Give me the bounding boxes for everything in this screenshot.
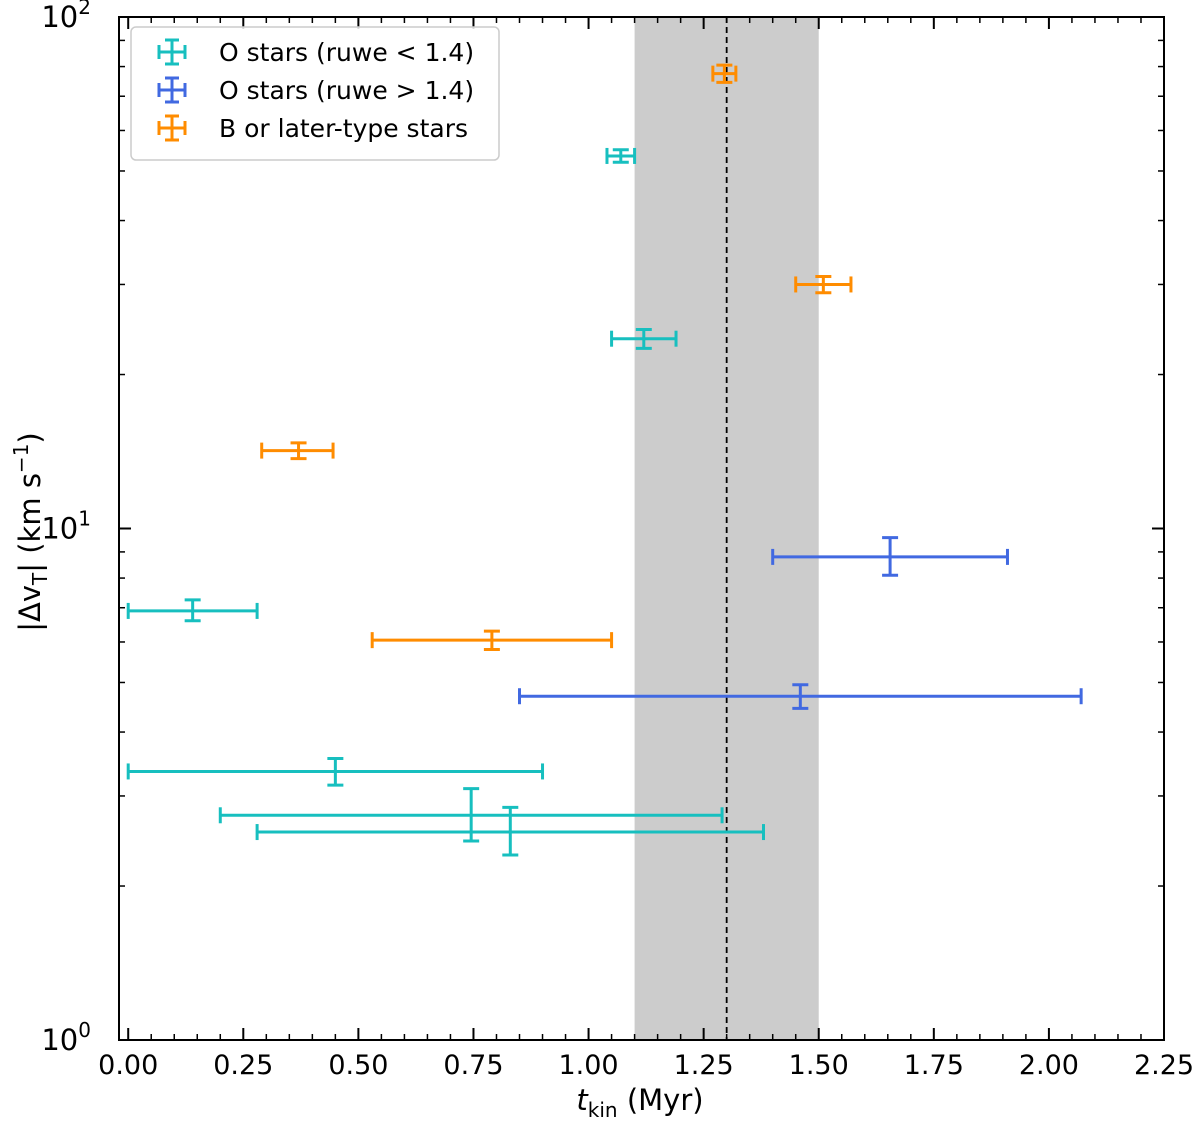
- x-tick-label: 1.75: [904, 1050, 964, 1081]
- data-series-layer: [126, 63, 1083, 857]
- axis-labels: tkin (Myr) |ΔvT| (km s−1): [9, 432, 704, 1122]
- data-point: [711, 63, 738, 84]
- legend-entry: O stars (ruwe > 1.4): [157, 76, 474, 105]
- data-point: [370, 629, 614, 652]
- legend-label: O stars (ruwe > 1.4): [219, 76, 474, 105]
- axis-tick-labels: 0.00 0.25 0.50 0.75 1.00 1.25 1.50 1.75 2.00 2.25…: [41, 0, 1194, 1081]
- data-point: [126, 598, 259, 623]
- series-1: [518, 536, 1083, 710]
- x-tick-label: 0.25: [213, 1050, 273, 1081]
- x-tick-label: 2.25: [1134, 1050, 1194, 1081]
- series-2: [260, 63, 853, 652]
- x-tick-label: 0.50: [328, 1050, 388, 1081]
- x-tick-label: 2.00: [1019, 1050, 1079, 1081]
- data-point: [794, 274, 853, 295]
- y-tick-label: 102: [41, 0, 91, 34]
- series-0: [126, 147, 765, 857]
- data-point: [518, 683, 1083, 710]
- legend-label: O stars (ruwe < 1.4): [219, 38, 474, 67]
- x-tick-label: 1.25: [674, 1050, 734, 1081]
- x-tick-label: 0.75: [443, 1050, 503, 1081]
- data-point: [605, 147, 637, 164]
- axis-ticks: [119, 16, 1165, 1041]
- data-point: [218, 787, 724, 843]
- y-axis-label: |ΔvT| (km s−1): [9, 432, 52, 632]
- x-tick-label: 1.00: [558, 1050, 618, 1081]
- data-point: [255, 805, 765, 857]
- data-point: [610, 327, 678, 350]
- data-point: [260, 441, 335, 461]
- x-axis-label: tkin (Myr): [576, 1083, 703, 1122]
- data-point: [126, 757, 545, 787]
- legend-label: B or later-type stars: [219, 114, 468, 143]
- x-tick-label: 0.00: [98, 1050, 158, 1081]
- legend-box: [130, 26, 500, 161]
- legend-entry: B or later-type stars: [157, 114, 468, 143]
- y-tick-label: 101: [41, 507, 91, 546]
- legend-entry: O stars (ruwe < 1.4): [157, 38, 474, 67]
- y-tick-label: 100: [41, 1018, 91, 1057]
- legend: O stars (ruwe < 1.4) O stars (ruwe > 1.4)…: [130, 26, 500, 161]
- x-tick-label: 1.50: [789, 1050, 849, 1081]
- data-point: [771, 536, 1009, 577]
